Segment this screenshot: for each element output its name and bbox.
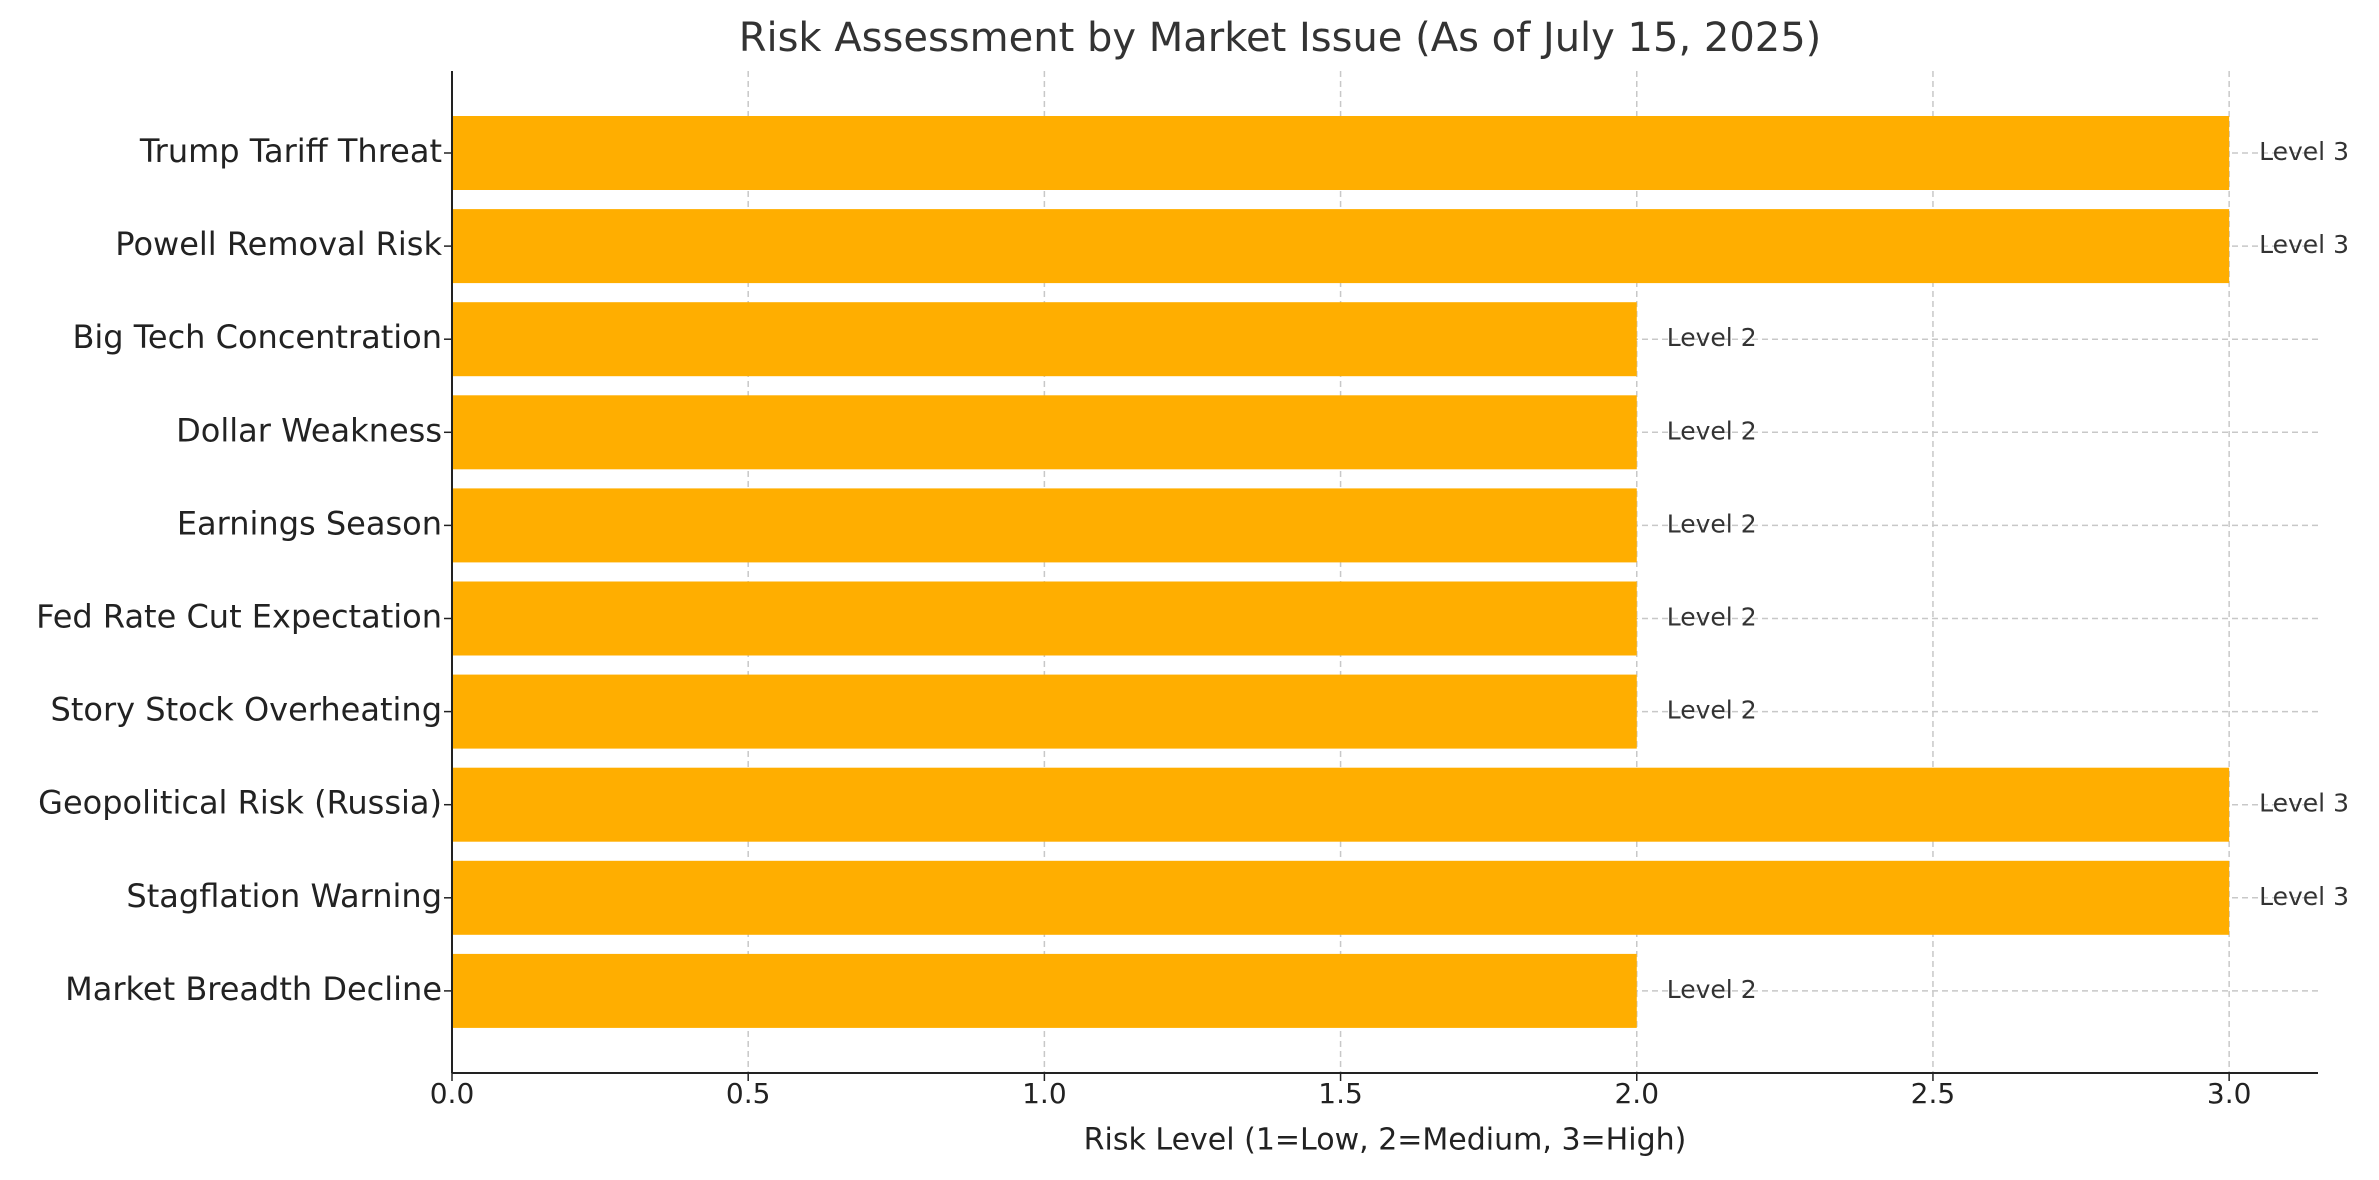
x-axis-label: Risk Level (1=Low, 2=Medium, 3=High) — [1084, 1123, 1687, 1158]
y-tick-label: Stagflation Warning — [126, 877, 442, 915]
x-tick-label: 0.5 — [726, 1077, 771, 1110]
bar — [452, 116, 2230, 190]
value-label: Level 2 — [1667, 975, 1757, 1004]
x-tick-label: 0.0 — [430, 1077, 475, 1110]
x-tick-label: 1.5 — [1318, 1077, 1363, 1110]
y-tick-label: Story Stock Overheating — [51, 691, 442, 729]
x-tick-label: 3.0 — [2207, 1077, 2252, 1110]
y-tick-label: Earnings Season — [177, 504, 442, 542]
bar — [452, 953, 1637, 1028]
bar — [452, 860, 2230, 935]
bar — [452, 767, 2230, 842]
y-tick-label: Big Tech Concentration — [72, 318, 442, 356]
value-label: Level 2 — [1667, 696, 1757, 725]
bar — [452, 674, 1637, 749]
y-tick-label: Geopolitical Risk (Russia) — [38, 784, 442, 822]
bar — [452, 209, 2230, 284]
x-tick-label: 1.0 — [1022, 1077, 1067, 1110]
value-label: Level 3 — [2259, 137, 2349, 166]
chart-title: Risk Assessment by Market Issue (As of J… — [739, 15, 1822, 61]
y-tick-label: Powell Removal Risk — [115, 225, 442, 263]
bar — [452, 395, 1637, 470]
x-tick-label: 2.0 — [1614, 1077, 1659, 1110]
y-tick-label: Fed Rate Cut Expectation — [36, 598, 442, 636]
value-label: Level 3 — [2259, 882, 2349, 911]
y-tick-label: Dollar Weakness — [176, 411, 442, 449]
x-tick-label: 2.5 — [1911, 1077, 1956, 1110]
y-tick-label: Trump Tariff Threat — [139, 132, 442, 170]
bar — [452, 302, 1637, 377]
value-label: Level 2 — [1667, 416, 1757, 445]
value-label: Level 2 — [1667, 603, 1757, 632]
value-label: Level 3 — [2259, 789, 2349, 818]
value-label: Level 3 — [2259, 230, 2349, 259]
value-label: Level 2 — [1667, 323, 1757, 352]
y-tick-label: Market Breadth Decline — [65, 970, 442, 1008]
value-label: Level 2 — [1667, 509, 1757, 538]
bar — [452, 488, 1637, 563]
bar — [452, 581, 1637, 656]
